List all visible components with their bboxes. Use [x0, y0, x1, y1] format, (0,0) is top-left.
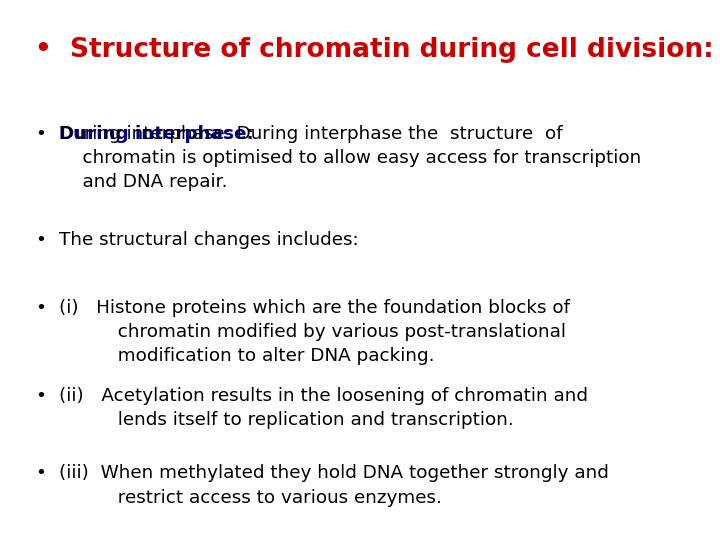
Text: •: • [35, 125, 46, 143]
Text: •  Structure of chromatin during cell division:: • Structure of chromatin during cell div… [35, 37, 714, 63]
Text: •: • [35, 231, 46, 249]
Text: (ii)   Acetylation results in the loosening of chromatin and
          lends its: (ii) Acetylation results in the loosenin… [59, 387, 588, 429]
Text: During interphase:: During interphase: [59, 125, 254, 143]
Text: •: • [35, 464, 46, 482]
Text: (i)   Histone proteins which are the foundation blocks of
          chromatin mo: (i) Histone proteins which are the found… [59, 299, 570, 365]
Text: During interphase: During interphase the  structure  of
    chromatin is optimis: During interphase: During interphase the… [59, 125, 642, 192]
Text: The structural changes includes:: The structural changes includes: [59, 231, 359, 249]
Text: •: • [35, 387, 46, 404]
Text: (iii)  When methylated they hold DNA together strongly and
          restrict ac: (iii) When methylated they hold DNA toge… [59, 464, 609, 507]
Text: •: • [35, 299, 46, 316]
